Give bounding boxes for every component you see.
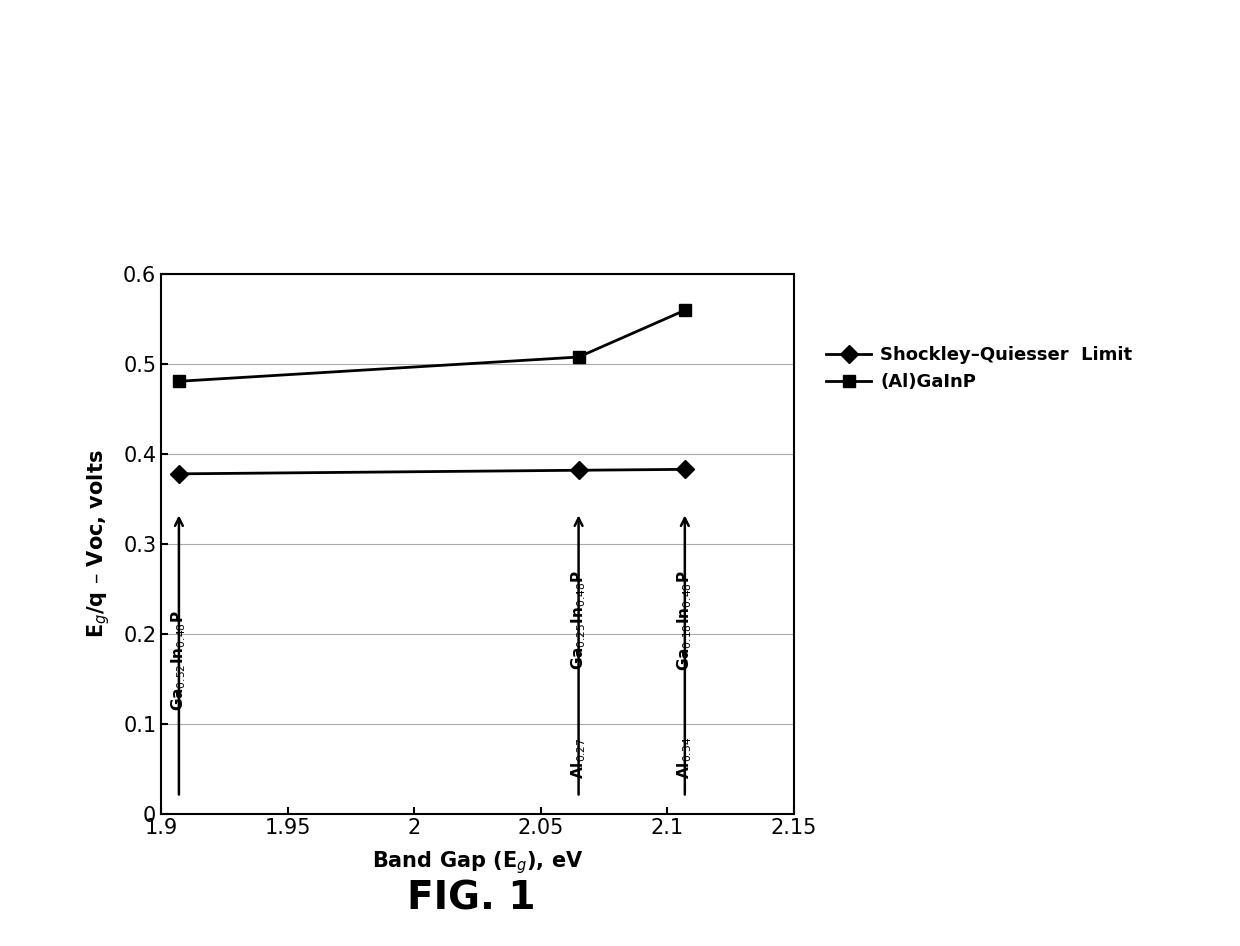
Shockley–Quiesser  Limit bbox=[677, 464, 692, 475]
X-axis label: Band Gap (E$_g$), eV: Band Gap (E$_g$), eV bbox=[372, 850, 583, 876]
(Al)GaInP bbox=[171, 376, 186, 387]
Line: (Al)GaInP: (Al)GaInP bbox=[172, 304, 691, 388]
Legend: Shockley–Quiesser  Limit, (Al)GaInP: Shockley–Quiesser Limit, (Al)GaInP bbox=[818, 339, 1140, 398]
Text: Ga$_{0.25}$In$_{0.48}$P: Ga$_{0.25}$In$_{0.48}$P bbox=[569, 570, 588, 671]
(Al)GaInP bbox=[572, 351, 587, 362]
Y-axis label: E$_g$/q – Voc, volts: E$_g$/q – Voc, volts bbox=[86, 449, 112, 639]
Text: Ga$_{0.52}$In$_{0.48}$P: Ga$_{0.52}$In$_{0.48}$P bbox=[170, 610, 188, 711]
Shockley–Quiesser  Limit bbox=[572, 464, 587, 476]
Line: Shockley–Quiesser  Limit: Shockley–Quiesser Limit bbox=[172, 464, 691, 481]
Text: Al$_{0.34}$: Al$_{0.34}$ bbox=[676, 737, 694, 779]
Text: FIG. 1: FIG. 1 bbox=[407, 880, 536, 918]
Text: Ga$_{0.18}$In$_{0.48}$P: Ga$_{0.18}$In$_{0.48}$P bbox=[676, 570, 694, 671]
Text: Al$_{0.27}$: Al$_{0.27}$ bbox=[569, 737, 588, 779]
(Al)GaInP bbox=[677, 305, 692, 316]
Shockley–Quiesser  Limit bbox=[171, 468, 186, 480]
